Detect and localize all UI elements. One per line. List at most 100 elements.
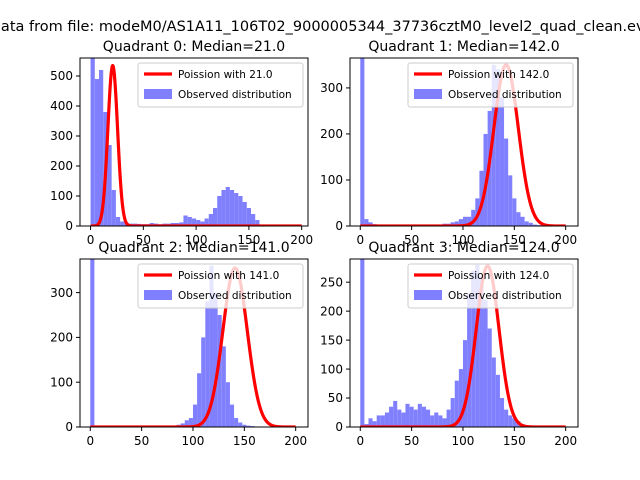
x-tick-label: 200 <box>290 233 313 247</box>
histogram-bar <box>120 221 125 226</box>
y-tick-label: 100 <box>320 173 343 187</box>
histogram-bar <box>438 415 443 427</box>
histogram-bar <box>462 216 468 226</box>
legend-box <box>137 62 304 108</box>
legend-hist-label: Observed distribution <box>178 290 292 302</box>
panel-title: Quadrant 1: Median=142.0 <box>368 39 559 55</box>
histogram-bar <box>238 196 243 226</box>
legend-box <box>407 62 574 108</box>
histogram-bar <box>191 218 197 226</box>
histogram-bar <box>401 412 406 427</box>
y-tick-label: 200 <box>320 304 343 318</box>
histogram-bar <box>107 145 112 226</box>
legend-hist-swatch <box>144 89 172 99</box>
legend-curve-label: Poission with 124.0 <box>448 270 549 282</box>
histogram-bar <box>197 373 202 427</box>
histogram-bar <box>196 220 201 226</box>
x-tick-label: 50 <box>404 233 419 247</box>
histogram-bar <box>213 208 218 226</box>
legend: Poission with 142.0 Observed distribution <box>407 62 574 108</box>
histogram-bar <box>454 380 459 427</box>
histogram-bar <box>229 190 235 226</box>
histogram-bar <box>479 276 484 427</box>
histogram-bar <box>499 97 505 226</box>
histogram-bar <box>421 406 426 427</box>
legend-hist-label: Observed distribution <box>448 290 562 302</box>
x-tick-label: 100 <box>185 233 208 247</box>
legend-curve-label: Poission with 142.0 <box>448 69 549 81</box>
histogram-bar <box>495 69 500 226</box>
legend: Poission with 124.0 Observed distribution <box>407 263 574 309</box>
quadrant-0-panel: 0 50 100 150 200 0 100 200 300 400 500 Quadrant 0: … <box>50 39 313 247</box>
histogram-bar <box>201 337 206 427</box>
histogram-bar <box>446 409 451 427</box>
x-tick-label: 100 <box>452 434 475 448</box>
histogram-bar <box>200 221 205 226</box>
histogram-bar <box>512 418 517 427</box>
histogram-bar <box>209 265 214 427</box>
x-tick-label: 0 <box>356 434 364 448</box>
histogram-bar <box>376 415 381 427</box>
histogram-bar <box>188 418 193 427</box>
histogram-bar <box>487 328 492 427</box>
histogram-bar <box>393 400 398 427</box>
x-tick-label: 0 <box>86 434 94 448</box>
histogram-bar <box>238 422 243 427</box>
y-tick-label: 400 <box>50 99 73 113</box>
legend-hist-swatch <box>414 89 442 99</box>
y-tick-label: 150 <box>320 333 343 347</box>
x-tick-label: 100 <box>182 434 205 448</box>
quadrant-2-panel: 0 50 100 150 200 0 100 200 300 Quadrant 2: Median… <box>50 240 309 448</box>
quadrant-3-panel: 0 50 100 150 200 0 50 100 150 200 250 Quadrant 3: M… <box>320 240 579 448</box>
y-tick-label: 100 <box>320 362 343 376</box>
y-tick-label: 0 <box>65 219 73 233</box>
histogram-bar <box>409 406 414 427</box>
histogram-bar <box>364 219 369 226</box>
histogram-bar <box>90 259 95 427</box>
legend: Poission with 141.0 Observed distribution <box>137 263 304 309</box>
legend-hist-label: Observed distribution <box>448 89 562 101</box>
histogram-bar <box>384 412 390 427</box>
x-tick-label: 0 <box>356 233 364 247</box>
histogram-bar <box>221 346 226 427</box>
histogram-bar <box>442 418 447 427</box>
axes-frame <box>349 57 579 227</box>
histogram-bar <box>242 202 247 226</box>
legend-curve-label: Poission with 21.0 <box>178 69 273 81</box>
histogram-bar <box>111 190 116 226</box>
y-tick-label: 200 <box>50 331 73 345</box>
y-tick-label: 0 <box>335 420 343 434</box>
histogram-bar <box>368 418 373 427</box>
histogram-bar <box>360 58 365 226</box>
y-tick-label: 250 <box>320 275 343 289</box>
x-tick-label: 50 <box>134 434 149 448</box>
histogram-bar <box>208 214 213 226</box>
x-tick-label: 150 <box>503 434 526 448</box>
quadrant-2-plot-area <box>89 259 300 427</box>
histogram-bar <box>380 415 385 427</box>
poisson-curve <box>89 63 303 226</box>
y-tick-label: 300 <box>50 286 73 300</box>
y-tick-label: 100 <box>50 189 73 203</box>
histogram-bar <box>221 190 226 226</box>
histogram-bar <box>90 58 95 226</box>
histogram-bar <box>462 340 468 427</box>
y-tick-label: 300 <box>50 129 73 143</box>
x-tick-label: 200 <box>554 233 577 247</box>
y-tick-label: 50 <box>328 391 343 405</box>
histogram-bar <box>360 259 365 427</box>
histogram-bar <box>471 209 476 226</box>
histogram-bar <box>430 415 435 427</box>
histogram-bar <box>512 198 517 226</box>
y-tick-label: 300 <box>320 81 343 95</box>
x-tick-label: 150 <box>503 233 526 247</box>
histogram-bar <box>532 224 537 226</box>
x-tick-label: 200 <box>284 434 307 448</box>
histogram-bar <box>204 218 209 226</box>
histogram-bar <box>242 424 247 427</box>
histogram-bar <box>192 404 198 427</box>
histogram-bar <box>225 187 230 226</box>
histogram-bar <box>397 409 402 427</box>
